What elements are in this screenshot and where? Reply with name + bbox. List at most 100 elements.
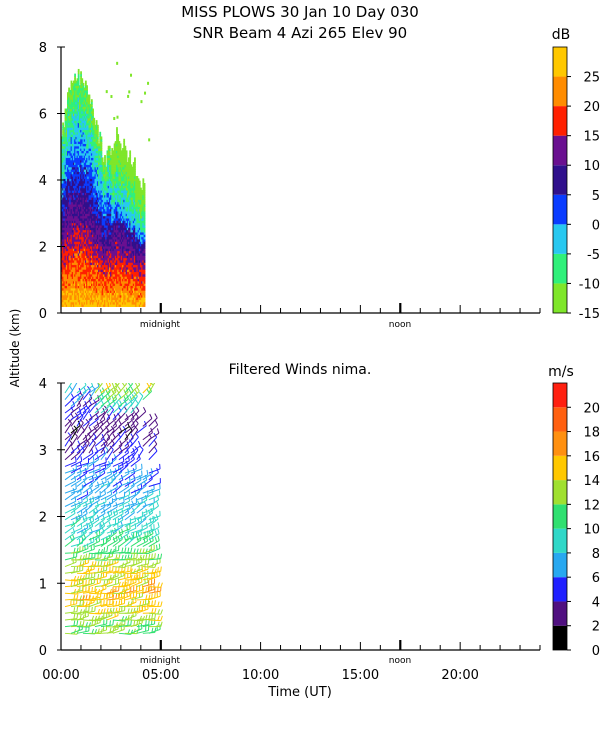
snr-cell — [71, 292, 74, 296]
snr-cell — [81, 169, 84, 172]
snr-cell — [108, 245, 111, 249]
snr-cell — [89, 222, 92, 226]
snr-cell — [122, 166, 124, 170]
snr-cell — [74, 145, 76, 149]
snr-cell — [107, 276, 110, 280]
snr-cell — [128, 231, 130, 235]
snr-cell — [134, 206, 136, 210]
snr-cell — [130, 182, 133, 186]
snr-cell — [69, 248, 72, 252]
snr-cell — [66, 166, 69, 170]
snr-cell — [102, 276, 105, 280]
snr-cell — [111, 194, 114, 198]
snr-cell — [118, 266, 121, 270]
snr-cell — [72, 304, 75, 307]
snr-cell — [124, 150, 127, 154]
snr-cell — [126, 278, 129, 282]
snr-cell — [65, 271, 68, 275]
snr-cell — [77, 68, 80, 72]
snr-cell — [99, 199, 102, 203]
snr-cell — [81, 141, 84, 145]
snr-cell — [125, 266, 128, 270]
snr-cell — [93, 245, 96, 249]
snr-cell — [83, 169, 86, 172]
snr-cell — [65, 290, 68, 293]
snr-cell — [124, 224, 127, 228]
snr-cell — [62, 264, 64, 268]
snr-cell — [72, 131, 75, 135]
snr-cell — [82, 208, 85, 212]
snr-cell — [90, 236, 93, 240]
snr-cell — [106, 159, 109, 163]
snr-cell — [105, 238, 108, 242]
snr-cell — [69, 257, 72, 261]
snr-cell — [119, 210, 122, 214]
snr-cell — [120, 178, 123, 182]
snr-cell — [69, 162, 72, 165]
snr-cell — [120, 234, 123, 238]
snr-cell — [93, 162, 96, 165]
snr-cell — [131, 269, 134, 273]
snr-cell — [105, 171, 108, 175]
snr-cell — [80, 210, 82, 214]
snr-cell — [128, 294, 130, 298]
snr-cell — [117, 178, 120, 182]
snr-cell — [61, 157, 63, 161]
snr-cell — [78, 250, 81, 254]
snr-cell — [95, 285, 98, 289]
snr-cell — [81, 99, 84, 103]
snr-cell — [129, 173, 132, 177]
snr-cell — [98, 176, 100, 179]
snr-cell — [96, 238, 99, 242]
snr-cell — [96, 148, 99, 152]
snr-cell — [123, 257, 126, 261]
snr-cell — [114, 269, 117, 273]
snr-cell — [92, 203, 94, 207]
snr-cell — [136, 220, 139, 224]
snr-cell — [116, 150, 118, 154]
snr-cell — [87, 192, 90, 196]
snr-cell — [64, 194, 67, 198]
snr-cell — [129, 224, 132, 228]
snr-cell — [99, 157, 102, 161]
snr-cell — [120, 243, 123, 247]
snr-cell — [74, 141, 76, 145]
snr-cell — [116, 152, 118, 156]
snr-cell — [84, 273, 87, 277]
snr-cell — [64, 187, 67, 191]
snr-cell — [84, 199, 87, 203]
snr-cell — [106, 269, 109, 273]
snr-cell — [95, 134, 98, 138]
snr-cell — [130, 171, 133, 175]
snr-cell — [89, 224, 92, 228]
snr-cell — [105, 273, 108, 277]
snr-cell — [89, 238, 92, 242]
snr-cell — [61, 159, 63, 163]
snr-cell — [122, 257, 124, 261]
snr-cell — [75, 89, 78, 93]
snr-cell — [74, 290, 76, 293]
snr-cell — [128, 304, 130, 307]
snr-cell — [130, 262, 133, 266]
snr-cell — [110, 201, 112, 205]
snr-cell — [116, 178, 118, 182]
snr-cell — [75, 178, 78, 182]
snr-cell — [69, 213, 72, 217]
snr-cell — [62, 283, 64, 287]
snr-cell — [87, 96, 90, 100]
snr-cell — [118, 283, 121, 287]
snr-cell — [119, 250, 122, 254]
snr-cell — [131, 217, 134, 221]
snr-cell — [84, 224, 87, 228]
snr-cell — [66, 159, 69, 163]
snr-cell — [66, 196, 69, 200]
snr-cell — [84, 176, 87, 179]
snr-cell — [87, 224, 90, 228]
snr-cell — [112, 157, 115, 161]
snr-cell — [88, 196, 91, 200]
snr-cell — [66, 220, 69, 224]
snr-cell — [120, 176, 123, 179]
snr-cell — [75, 203, 78, 207]
snr-cell — [100, 276, 103, 280]
snr-cell — [62, 189, 64, 193]
